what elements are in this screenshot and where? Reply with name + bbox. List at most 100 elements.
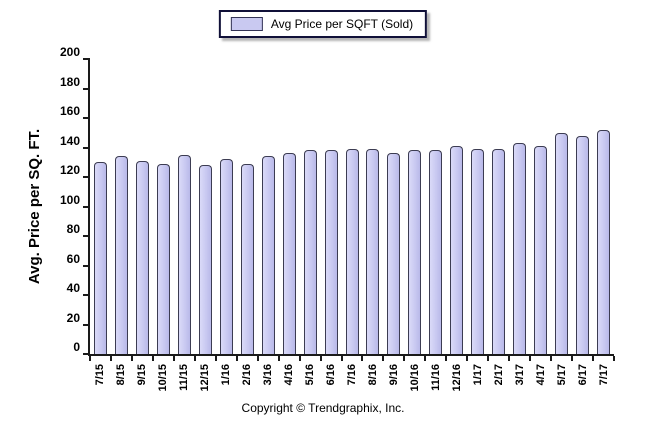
x-axis-tick: [109, 356, 112, 361]
x-axis-tick: [235, 356, 238, 361]
x-axis-label: 7/16: [346, 364, 358, 386]
x-axis-tick: [550, 356, 553, 361]
bar-7/15: [93, 162, 107, 354]
bar-4/17: [534, 146, 548, 354]
y-axis-tick: [83, 176, 90, 178]
x-axis-tick: [89, 356, 91, 361]
y-axis-tick-label: 160: [59, 104, 80, 118]
y-axis-tick: [83, 58, 90, 60]
x-axis-tick: [529, 356, 532, 361]
x-axis-label: 4/17: [534, 364, 547, 386]
x-axis-tick: [256, 356, 259, 361]
x-axis-tick: [319, 356, 322, 361]
x-axis-tick: [298, 356, 301, 361]
y-axis-tick: [83, 353, 90, 355]
x-axis-label: 3/16: [262, 364, 275, 386]
x-axis-label: 4/16: [283, 364, 296, 386]
bar-7/16: [345, 148, 359, 354]
x-axis-tick: [466, 356, 469, 361]
x-axis-label: 1/16: [220, 364, 233, 386]
x-axis-tick: [193, 356, 196, 361]
x-axis-tick: [445, 356, 448, 361]
x-axis-label: 9/16: [387, 364, 400, 386]
y-axis-tick: [83, 87, 90, 90]
x-axis-label: 7/17: [597, 364, 610, 386]
x-axis-tick: [130, 356, 133, 361]
y-axis-title-text: Avg. Price per SQ. FT.: [26, 128, 44, 285]
copyright-text: Copyright © Trendgraphix, Inc.: [241, 401, 405, 415]
bar-7/17: [597, 129, 611, 354]
bar-2/17: [492, 148, 506, 354]
bar-5/17: [555, 132, 569, 354]
bar-6/17: [576, 135, 590, 354]
x-axis-label: 5/17: [555, 364, 568, 386]
x-axis-label: 10/15: [157, 364, 170, 392]
x-axis-label: 2/16: [241, 364, 254, 386]
bar-11/16: [429, 150, 443, 354]
y-axis-tick-label: 140: [59, 133, 80, 148]
bar-2/16: [240, 163, 254, 354]
bar-1/16: [219, 159, 233, 354]
y-axis-tick: [83, 146, 90, 149]
legend: Avg Price per SQFT (Sold): [218, 10, 428, 38]
y-axis-tick-label: 60: [66, 251, 80, 266]
x-axis-tick: [508, 356, 511, 361]
x-axis-label: 6/17: [576, 364, 589, 386]
x-axis-tick: [382, 356, 385, 361]
bar-8/15: [114, 156, 128, 354]
bar-4/16: [282, 153, 296, 354]
plot-area: 0 20 40 60 80 100 120 140 160 180 200 7/15 8/15 9/15 1…: [60, 45, 615, 392]
bar-9/15: [135, 160, 149, 354]
x-axis-label: 1/17: [471, 364, 484, 386]
y-axis-tick-label: 120: [59, 163, 80, 177]
bar-8/16: [366, 148, 380, 354]
x-axis-label: 5/16: [304, 364, 317, 386]
bar-3/16: [261, 156, 275, 354]
x-axis-label: 9/15: [136, 364, 149, 386]
x-axis-label: 11/15: [178, 364, 191, 391]
x-axis-label: 10/16: [408, 364, 421, 392]
y-axis-tick: [83, 323, 90, 326]
bar-10/16: [408, 150, 422, 354]
y-axis-tick-label: 180: [59, 74, 80, 89]
y-axis-tick-label: 80: [66, 222, 80, 236]
y-axis-tick-label: 200: [59, 45, 80, 59]
bar-1/17: [471, 148, 485, 354]
x-axis-label: 8/16: [366, 364, 379, 386]
bar-12/15: [198, 165, 212, 354]
x-axis-label: 6/16: [325, 364, 338, 386]
x-axis-tick: [151, 356, 154, 361]
x-axis-label: 3/17: [513, 364, 526, 386]
y-axis-title: Avg. Price per SQ. FT.: [24, 59, 46, 354]
x-axis-label: 8/15: [115, 364, 128, 386]
legend-swatch-icon: [230, 17, 263, 31]
x-axis-tick: [613, 356, 615, 361]
x-axis-tick: [592, 356, 595, 361]
x-axis-label: 11/16: [429, 364, 442, 391]
bar-9/16: [387, 153, 401, 354]
x-axis-tick: [172, 356, 175, 361]
x-axis-label: 7/15: [94, 364, 107, 386]
bar-5/16: [303, 150, 317, 354]
x-axis-tick: [277, 356, 280, 361]
x-axis-label: 2/17: [492, 364, 505, 386]
y-axis-tick-label: 0: [73, 340, 80, 354]
x-axis-label: 12/15: [199, 364, 212, 392]
x-axis-tick: [214, 356, 217, 361]
y-axis-tick: [83, 205, 90, 208]
y-axis-tick-label: 40: [66, 281, 80, 295]
y-axis-tick-label: 20: [66, 310, 80, 325]
y-axis-tick: [83, 117, 90, 119]
x-axis-label: 12/16: [450, 364, 463, 392]
bar-10/15: [156, 163, 170, 354]
x-axis-tick: [487, 356, 490, 361]
x-axis-tick: [361, 356, 364, 361]
bar-12/16: [450, 146, 464, 354]
x-axis-tick: [340, 356, 343, 361]
bar-6/16: [324, 150, 338, 354]
bar-3/17: [513, 143, 527, 354]
y-axis-tick-label: 100: [59, 192, 80, 207]
y-axis-tick: [83, 294, 90, 296]
legend-label: Avg Price per SQFT (Sold): [270, 17, 414, 31]
